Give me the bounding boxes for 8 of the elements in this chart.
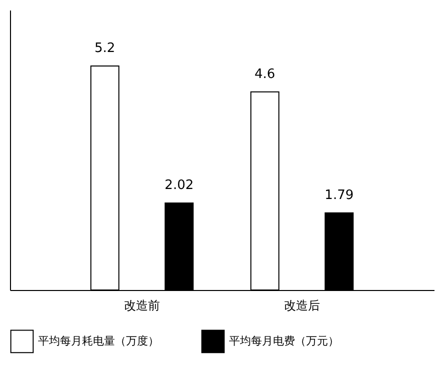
legend-label: 平均每月耗电量（万度） [38, 334, 159, 348]
data-label: 2.02 [164, 178, 194, 193]
x-tick-label: 改造后 [284, 298, 320, 312]
data-label: 1.79 [324, 188, 354, 203]
legend-label: 平均每月电费（万元） [229, 334, 339, 348]
data-label: 4.6 [254, 66, 276, 82]
data-label: 5.2 [94, 41, 116, 56]
x-tick-label: 改造前 [124, 298, 160, 312]
